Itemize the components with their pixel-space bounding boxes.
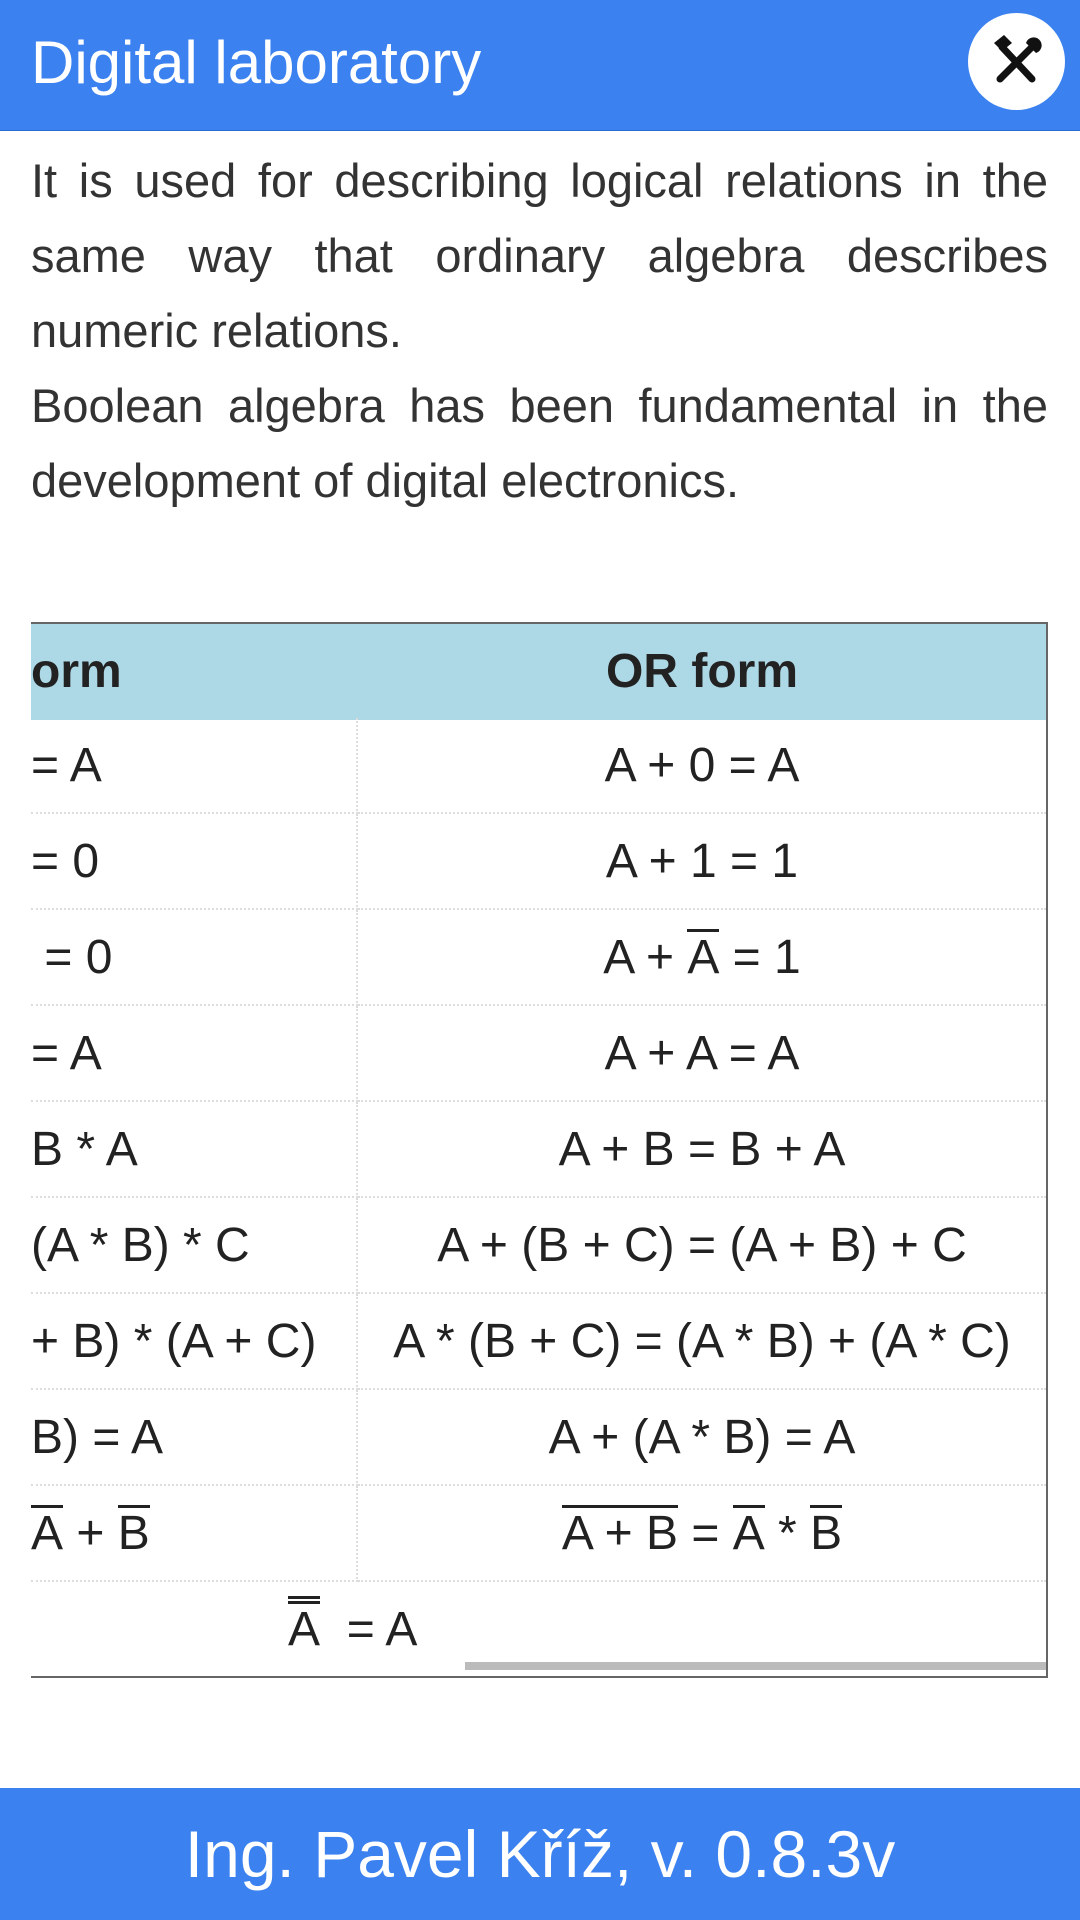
cell-text: = A bbox=[31, 739, 102, 792]
cell-text: A + B bbox=[561, 1507, 678, 1560]
paragraph: It is used for describing logical relati… bbox=[31, 154, 1048, 357]
overline: A bbox=[31, 1505, 64, 1560]
table-cell: OR form bbox=[358, 624, 1046, 720]
cell-text: B) = A bbox=[31, 1411, 164, 1464]
table-row: = 0 A + A = 1 bbox=[31, 910, 1046, 1006]
table-cell: B * A bbox=[31, 1102, 358, 1198]
cell-text: + bbox=[63, 1507, 118, 1560]
table-cell: A + A = A bbox=[358, 1006, 1046, 1102]
cell-text: A * (B + C) = (A * B) + (A * C) bbox=[393, 1315, 1011, 1368]
table-cell: A * (B + C) = (A * B) + (A * C) bbox=[358, 1294, 1046, 1390]
table-row: A = A bbox=[31, 1582, 1046, 1676]
cell-text: * bbox=[764, 1507, 811, 1560]
cell-text: A bbox=[31, 1507, 64, 1560]
cell-text: = bbox=[678, 1507, 733, 1560]
cell-text: = A bbox=[31, 1027, 102, 1080]
cell-text: = 0 bbox=[31, 931, 113, 984]
table-cell: = A bbox=[31, 1006, 358, 1102]
table-cell: A + (A * B) = A bbox=[358, 1390, 1046, 1486]
table-row: (A * B) * C A + (B + C) = (A + B) + C bbox=[31, 1198, 1046, 1294]
app-bar: Digital laboratory bbox=[0, 0, 1080, 131]
table-row: orm OR form bbox=[31, 624, 1046, 720]
table-cell: B) = A bbox=[31, 1390, 358, 1486]
cell-text: OR form bbox=[606, 645, 798, 698]
table-row: = A A + A = A bbox=[31, 1006, 1046, 1102]
cell-text: A + B = B + A bbox=[558, 1123, 846, 1176]
table-cell: A + B bbox=[31, 1486, 358, 1582]
table-row: = A A + 0 = A bbox=[31, 718, 1046, 814]
cell-text: A bbox=[687, 931, 720, 984]
table-row: = 0 A + 1 = 1 bbox=[31, 814, 1046, 910]
cell-text: A + 1 = 1 bbox=[605, 835, 799, 888]
cell-text: B bbox=[810, 1507, 843, 1560]
table-row: + B) * (A + C) A * (B + C) = (A * B) + (A… bbox=[31, 1294, 1046, 1390]
table-cell: A + 0 = A bbox=[358, 718, 1046, 814]
description: It is used for describing logical relati… bbox=[31, 143, 1048, 518]
tools-button[interactable] bbox=[968, 13, 1065, 110]
cell-text: orm bbox=[31, 645, 122, 698]
cell-text: A + bbox=[603, 931, 688, 984]
table-cell: + B) * (A + C) bbox=[31, 1294, 358, 1390]
overline: B bbox=[117, 1505, 150, 1560]
cell-text: B bbox=[117, 1507, 150, 1560]
table-cell: A = A bbox=[288, 1582, 418, 1676]
table-cell: A + A = 1 bbox=[358, 910, 1046, 1006]
table-cell: A + (B + C) = (A + B) + C bbox=[358, 1198, 1046, 1294]
cell-text: = 1 bbox=[719, 931, 801, 984]
table-cell: (A * B) * C bbox=[31, 1198, 358, 1294]
cell-text: A + A = A bbox=[604, 1027, 800, 1080]
cell-text: A + (B + C) = (A + B) + C bbox=[437, 1219, 967, 1272]
table-cell: A + B = A * B bbox=[358, 1486, 1046, 1582]
overline: B bbox=[810, 1505, 843, 1560]
overline: A bbox=[732, 1505, 765, 1560]
tools-icon bbox=[994, 35, 1042, 83]
cell-text: B * A bbox=[31, 1123, 138, 1176]
cell-text: A bbox=[732, 1507, 765, 1560]
cell-text: A bbox=[288, 1603, 321, 1656]
scrollbar bbox=[465, 1662, 1046, 1670]
cell-text: A + (A * B) = A bbox=[548, 1411, 856, 1464]
overline: A bbox=[288, 1596, 321, 1656]
table-row: B) = A A + (A * B) = A bbox=[31, 1390, 1046, 1486]
table-cell: A + 1 = 1 bbox=[358, 814, 1046, 910]
table-cell: = 0 bbox=[31, 910, 358, 1006]
table-row: B * A A + B = B + A bbox=[31, 1102, 1046, 1198]
cell-text: = A bbox=[320, 1603, 418, 1656]
overline: A bbox=[288, 1601, 321, 1656]
laws-table[interactable]: orm OR form = A A + 0 = A = 0 A + 1 = 1 = 0 A … bbox=[31, 622, 1048, 1678]
overline: A + B bbox=[561, 1505, 678, 1560]
paragraph: Boolean algebra has been fundamental in … bbox=[31, 379, 1048, 507]
table-cell: A + B = B + A bbox=[358, 1102, 1046, 1198]
cell-text: + B) * (A + C) bbox=[31, 1315, 317, 1368]
footer: Ing. Pavel Kříž, v. 0.8.3v bbox=[0, 1788, 1080, 1920]
table-cell: = 0 bbox=[31, 814, 358, 910]
cell-text: A + 0 = A bbox=[604, 739, 800, 792]
table-cell: orm bbox=[31, 624, 358, 720]
overline: A bbox=[687, 929, 720, 984]
app-title: Digital laboratory bbox=[31, 29, 482, 96]
table-cell: = A bbox=[31, 718, 358, 814]
cell-text: (A * B) * C bbox=[31, 1219, 250, 1272]
cell-text: = 0 bbox=[31, 835, 100, 888]
